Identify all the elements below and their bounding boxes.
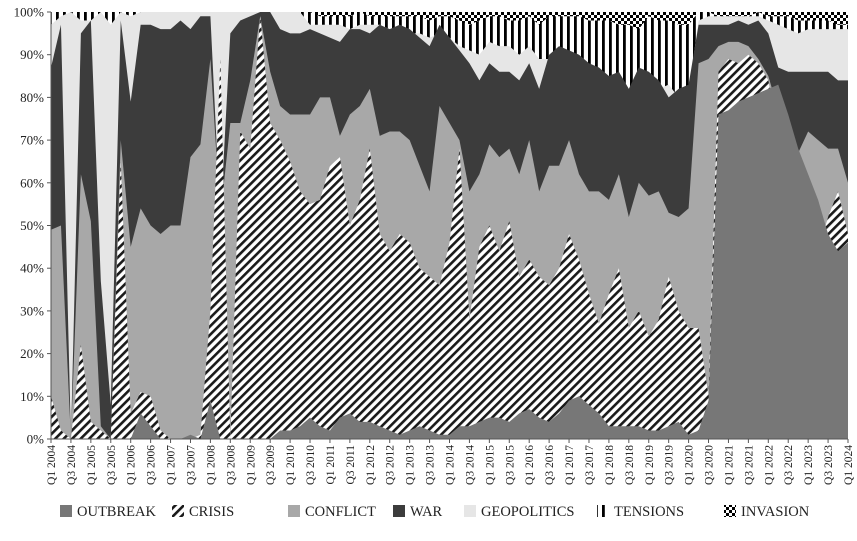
x-tick-label: Q1 2009 (245, 445, 257, 485)
x-tick-label: Q1 2022 (763, 445, 775, 485)
x-tick-label: Q3 2019 (664, 445, 676, 485)
x-tick-label: Q3 2014 (464, 445, 476, 485)
x-tick-label: Q3 2008 (225, 445, 237, 485)
legend: OUTBREAK CRISIS CONFLICT WAR GEOPOLITICS TENS… (60, 504, 810, 520)
x-tick-label: Q1 2012 (365, 445, 377, 485)
x-tick-label: Q3 2016 (544, 445, 556, 485)
x-tick-label: Q1 2004 (46, 445, 58, 485)
y-tick-label: 90% (20, 47, 44, 62)
x-tick-label: Q1 2007 (166, 445, 178, 485)
y-tick-label: 100% (14, 5, 45, 20)
legend-label-tensions: TENSIONS (614, 504, 684, 520)
y-tick-label: 70% (20, 133, 44, 148)
x-tick-label: Q1 2017 (564, 445, 576, 485)
x-tick-label: Q1 2010 (285, 445, 297, 485)
legend-swatch-tensions (597, 505, 609, 517)
series-areas (51, 12, 848, 440)
legend-swatch-invasion (724, 505, 736, 517)
legend-label-geopolitics: GEOPOLITICS (481, 504, 574, 520)
y-tick-label: 10% (20, 389, 44, 404)
x-tick-label: Q3 2020 (704, 445, 716, 485)
x-tick-label: Q3 2007 (185, 445, 197, 485)
x-tick-label: Q3 2021 (743, 445, 755, 485)
legend-label-outbreak: OUTBREAK (77, 504, 156, 520)
x-tick-label: Q1 2011 (325, 445, 337, 485)
x-tick-label: Q1 2013 (405, 445, 417, 485)
legend-swatch-outbreak (60, 505, 72, 517)
legend-swatch-conflict (288, 505, 300, 517)
x-tick-label: Q3 2004 (66, 445, 78, 485)
x-tick-label: Q1 2016 (524, 445, 536, 485)
y-tick-label: 60% (20, 175, 44, 190)
legend-label-war: WAR (410, 504, 443, 520)
y-tick-label: 40% (20, 261, 44, 276)
x-tick-label: Q1 2006 (126, 445, 138, 485)
area-outbreak (51, 84, 848, 439)
x-axis-ticks: Q1 2004 Q3 2004 Q1 2005 Q3 2005 Q1 2006 Q3 20… (46, 439, 855, 485)
y-tick-label: 30% (20, 303, 44, 318)
x-tick-label: Q3 2012 (385, 445, 397, 485)
legend-swatch-geopolitics (464, 505, 476, 517)
x-tick-label: Q3 2017 (584, 445, 596, 485)
y-axis-ticks: 0% 10% 20% 30% 40% 50% 60% 70% 80% 90% 100% (14, 5, 51, 447)
x-tick-label: Q1 2020 (684, 445, 696, 485)
legend-swatch-war (393, 505, 405, 517)
y-tick-label: 80% (20, 90, 44, 105)
x-tick-label: Q1 2023 (803, 445, 815, 485)
x-tick-label: Q3 2011 (345, 445, 357, 485)
x-tick-label: Q1 2014 (445, 445, 457, 485)
area-crisis (51, 16, 848, 440)
x-tick-label: Q3 2009 (265, 445, 277, 485)
x-tick-label: Q3 2005 (106, 445, 118, 485)
x-tick-label: Q1 2015 (484, 445, 496, 485)
x-tick-label: Q3 2023 (823, 445, 835, 485)
y-tick-label: 0% (27, 432, 45, 447)
x-tick-label: Q1 2008 (205, 445, 217, 485)
x-tick-label: Q1 2018 (604, 445, 616, 485)
legend-swatch-crisis (172, 505, 184, 517)
x-tick-label: Q1 2005 (86, 445, 98, 485)
x-tick-label: Q3 2010 (305, 445, 317, 485)
y-tick-label: 50% (20, 218, 44, 233)
legend-label-crisis: CRISIS (189, 504, 234, 520)
x-tick-label: Q3 2013 (425, 445, 437, 485)
x-tick-label: Q3 2018 (624, 445, 636, 485)
x-tick-label: Q3 2022 (783, 445, 795, 485)
legend-label-invasion: INVASION (741, 504, 810, 520)
legend-label-conflict: CONFLICT (305, 504, 376, 520)
y-tick-label: 20% (20, 346, 44, 361)
x-tick-label: Q1 2024 (843, 445, 855, 485)
x-tick-label: Q1 2021 (723, 445, 735, 485)
x-tick-label: Q1 2019 (644, 445, 656, 485)
x-tick-label: Q3 2015 (504, 445, 516, 485)
x-tick-label: Q3 2006 (146, 445, 158, 485)
